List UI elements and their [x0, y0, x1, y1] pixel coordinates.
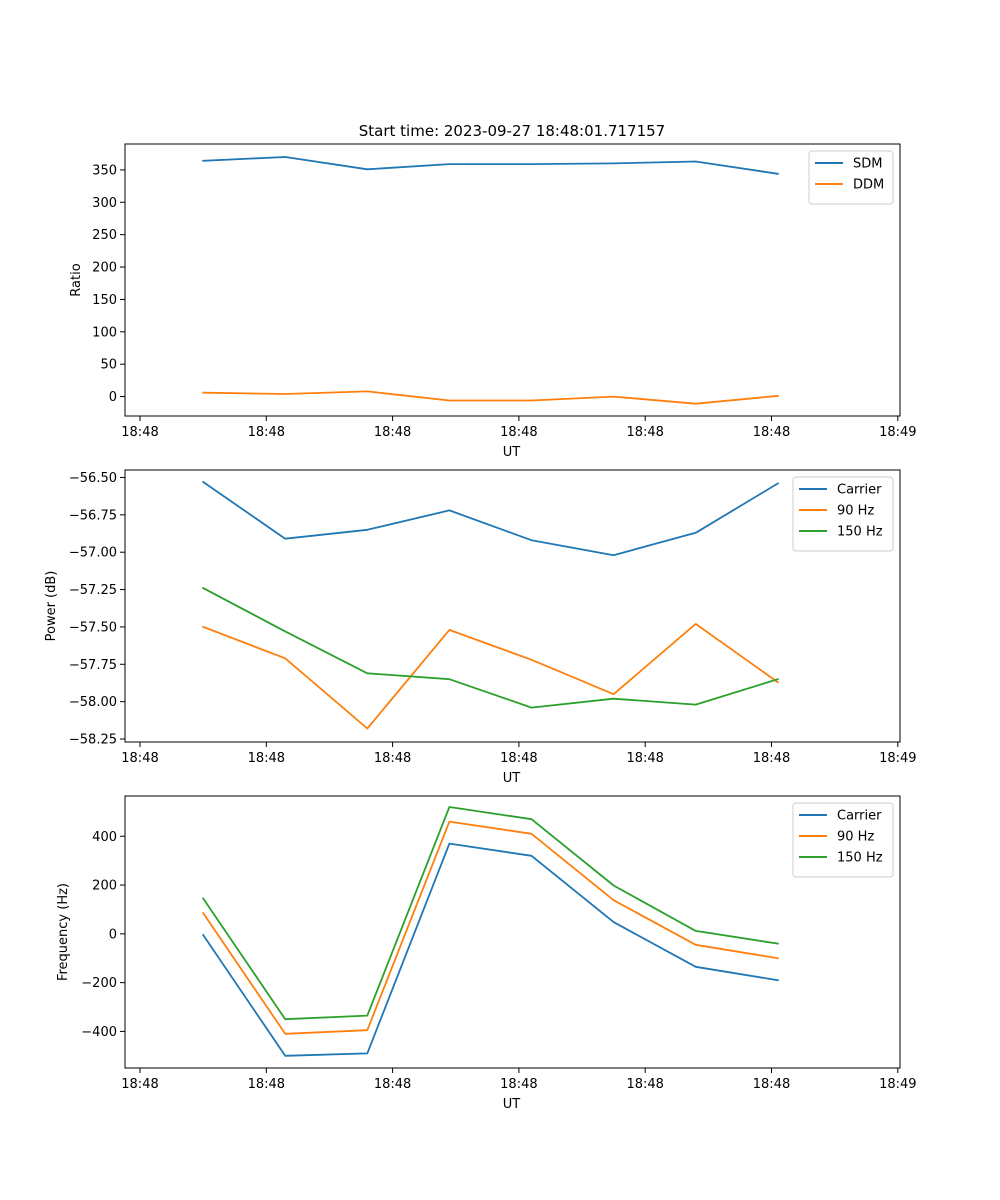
- plot-area: [124, 469, 901, 743]
- y-tick-label: −58.25: [69, 733, 117, 748]
- x-tick-label: 18:48: [374, 425, 411, 440]
- y-tick-label: 100: [92, 325, 117, 340]
- y-tick-label: 350: [92, 163, 117, 178]
- series-line-carrier: [201, 480, 780, 557]
- y-tick-label: −200: [81, 976, 117, 991]
- y-tick-label: 200: [92, 879, 117, 894]
- y-tick-label: −400: [81, 1025, 117, 1040]
- chart-panel-3: 18:48 18:48 18:48 18:48 18:48 18:48 18:49 −400 −…: [56, 795, 917, 1112]
- figure-title: Start time: 2023-09-27 18:48:01.717157: [359, 122, 665, 140]
- series-line-150-hz: [201, 586, 779, 709]
- legend-label: 90 Hz: [837, 830, 874, 845]
- x-tick-label: 18:48: [500, 751, 537, 766]
- legend-label: DDM: [853, 178, 884, 193]
- x-axis-label: UT: [503, 1097, 521, 1112]
- legend: Carrier 90 Hz 150 Hz: [792, 802, 894, 878]
- y-tick-label: −56.50: [69, 471, 117, 486]
- x-tick-label: 18:48: [121, 425, 158, 440]
- x-tick-label: 18:48: [626, 751, 663, 766]
- panels: 18:48 18:48 18:48 18:48 18:48 18:48 18:49 0 50 10…: [44, 143, 917, 1112]
- x-tick-label: 18:48: [374, 1077, 411, 1092]
- legend-label: 150 Hz: [837, 851, 883, 866]
- y-axis-label: Frequency (Hz): [56, 883, 71, 981]
- y-tick-label: −56.75: [69, 508, 117, 523]
- x-tick-label: 18:49: [879, 751, 916, 766]
- y-tick-label: 400: [92, 830, 117, 845]
- y-tick-label: 250: [92, 228, 117, 243]
- plot-area: [124, 143, 901, 417]
- legend-label: 90 Hz: [837, 504, 874, 519]
- x-tick-label: 18:48: [753, 751, 790, 766]
- y-tick-label: 0: [109, 390, 117, 405]
- x-tick-label: 18:48: [500, 1077, 537, 1092]
- series-line-sdm: [202, 156, 779, 175]
- chart-panel-1: 18:48 18:48 18:48 18:48 18:48 18:48 18:49 0 50 10…: [69, 143, 917, 460]
- legend-label: SDM: [853, 157, 882, 172]
- series-line-carrier: [201, 842, 779, 1057]
- y-tick-label: −57.00: [69, 546, 117, 561]
- legend: SDM DDM: [808, 150, 894, 205]
- x-tick-label: 18:48: [121, 751, 158, 766]
- legend-label: 150 Hz: [837, 525, 883, 540]
- plot-area: [124, 795, 901, 1069]
- legend-label: Carrier: [837, 809, 882, 824]
- y-tick-label: 150: [92, 293, 117, 308]
- legend-box: [808, 150, 894, 205]
- x-tick-label: 18:48: [500, 425, 537, 440]
- series-line-150-hz: [201, 806, 779, 1021]
- y-tick-label: −57.75: [69, 658, 117, 673]
- x-axis-label: UT: [503, 771, 521, 786]
- chart-panel-2: 18:48 18:48 18:48 18:48 18:48 18:48 18:49 −58.2…: [44, 469, 917, 786]
- x-tick-label: 18:49: [879, 425, 916, 440]
- x-tick-label: 18:48: [374, 751, 411, 766]
- x-tick-label: 18:48: [753, 1077, 790, 1092]
- y-tick-label: −58.00: [69, 695, 117, 710]
- x-tick-label: 18:48: [121, 1077, 158, 1092]
- y-axis-label: Power (dB): [44, 571, 59, 642]
- y-axis-label: Ratio: [69, 263, 84, 296]
- legend-box: [792, 802, 894, 878]
- y-tick-label: −57.25: [69, 583, 117, 598]
- x-tick-label: 18:48: [753, 425, 790, 440]
- x-tick-label: 18:48: [248, 1077, 285, 1092]
- y-tick-label: 0: [109, 927, 117, 942]
- legend: Carrier 90 Hz 150 Hz: [792, 476, 894, 552]
- y-tick-label: 50: [100, 358, 117, 373]
- x-tick-label: 18:49: [879, 1077, 916, 1092]
- x-tick-label: 18:48: [248, 425, 285, 440]
- y-tick-label: 300: [92, 196, 117, 211]
- series-line-90-hz: [201, 820, 779, 1035]
- x-axis-label: UT: [503, 445, 521, 460]
- x-tick-label: 18:48: [626, 425, 663, 440]
- x-tick-label: 18:48: [626, 1077, 663, 1092]
- y-tick-label: 200: [92, 261, 117, 276]
- y-tick-label: −57.50: [69, 620, 117, 635]
- legend-box: [792, 476, 894, 552]
- series-line-90-hz: [202, 623, 780, 730]
- legend-label: Carrier: [837, 483, 882, 498]
- x-tick-label: 18:48: [248, 751, 285, 766]
- series-line-ddm: [202, 390, 779, 405]
